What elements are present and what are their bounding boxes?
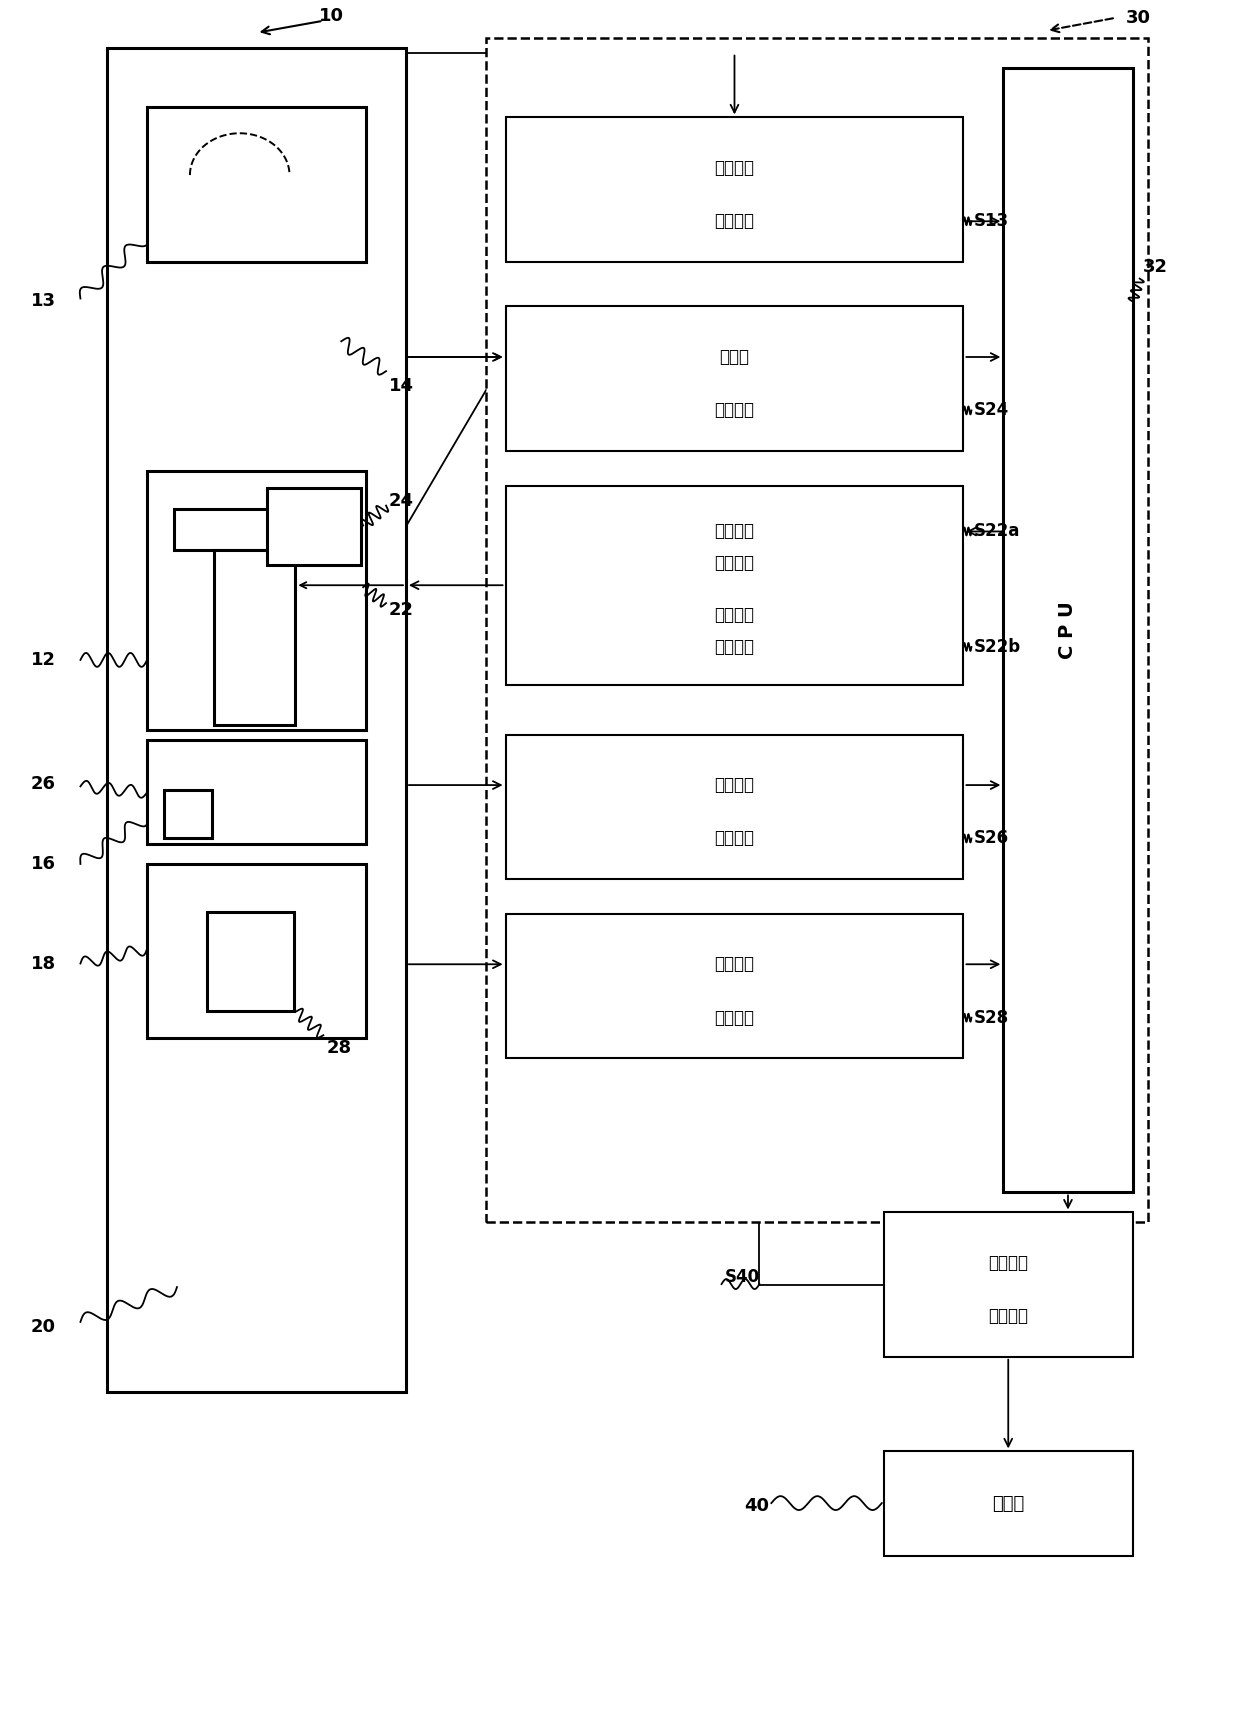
Text: S24: S24	[973, 401, 1008, 420]
Text: 28: 28	[326, 1039, 351, 1058]
Bar	[207, 912, 294, 1011]
Text: 32: 32	[1142, 257, 1168, 276]
Bar	[486, 38, 1148, 1222]
Bar	[506, 307, 963, 451]
Text: S40: S40	[724, 1268, 760, 1286]
Bar	[506, 735, 963, 879]
Bar	[1003, 67, 1132, 1193]
Text: 13: 13	[31, 293, 56, 310]
Bar	[148, 108, 366, 262]
Text: 24: 24	[389, 492, 414, 509]
Text: 12: 12	[31, 651, 56, 668]
Text: 离合动作: 离合动作	[714, 955, 754, 974]
Text: 检测信号: 检测信号	[714, 401, 754, 420]
Text: 马达驱动: 马达驱动	[714, 523, 754, 540]
Text: 16: 16	[31, 855, 56, 872]
Text: 旋转量: 旋转量	[719, 348, 749, 367]
Text: 操作信号: 操作信号	[714, 213, 754, 230]
Text: 30: 30	[1126, 9, 1151, 27]
Text: 20: 20	[31, 1318, 56, 1335]
Text: C P U: C P U	[1059, 602, 1078, 658]
Text: 负荷电流: 负荷电流	[714, 776, 754, 794]
Bar	[884, 1212, 1132, 1357]
Text: 10: 10	[319, 7, 343, 24]
Text: 驱动开关: 驱动开关	[714, 159, 754, 177]
Text: 检测信号: 检测信号	[714, 1008, 754, 1027]
Bar	[267, 488, 361, 566]
Text: 18: 18	[31, 955, 56, 972]
Bar	[506, 485, 963, 686]
Bar	[174, 509, 329, 550]
Text: 40: 40	[744, 1496, 770, 1515]
Text: S28: S28	[973, 1008, 1008, 1027]
Text: S22b: S22b	[973, 638, 1021, 656]
Bar	[506, 914, 963, 1058]
Text: S26: S26	[973, 830, 1008, 847]
Text: 马达停止: 马达停止	[714, 607, 754, 624]
Bar	[213, 550, 295, 725]
Text: 26: 26	[31, 775, 56, 794]
Bar	[506, 117, 963, 262]
Text: 判定信号: 判定信号	[988, 1308, 1028, 1325]
Text: S22a: S22a	[973, 523, 1019, 540]
Bar	[148, 471, 366, 730]
Text: 14: 14	[389, 377, 414, 396]
Text: 显示器: 显示器	[992, 1495, 1024, 1512]
Bar	[148, 864, 366, 1039]
Text: 22: 22	[389, 602, 414, 619]
Bar	[148, 739, 366, 843]
Text: 检测信号: 检测信号	[714, 830, 754, 847]
Bar	[884, 1452, 1132, 1556]
Text: 蜗钉拧紧: 蜗钉拧紧	[988, 1255, 1028, 1272]
Bar	[108, 48, 405, 1392]
Bar	[164, 790, 212, 838]
Text: 控制信号: 控制信号	[714, 638, 754, 656]
Text: 控制信号: 控制信号	[714, 554, 754, 572]
Text: S13: S13	[973, 213, 1008, 230]
